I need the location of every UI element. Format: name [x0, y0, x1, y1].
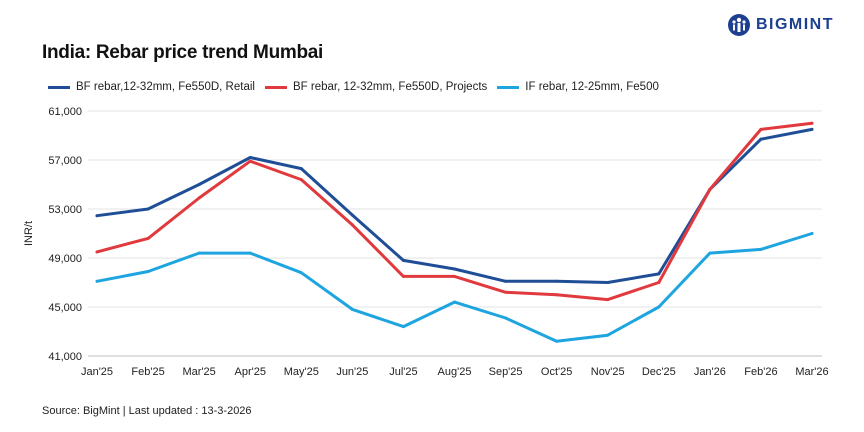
data-point — [555, 279, 559, 283]
x-tick-label: Aug'25 — [438, 366, 472, 378]
chart-legend: BF rebar,12-32mm, Fe550D, Retail BF reba… — [48, 81, 659, 93]
data-point — [657, 305, 661, 309]
data-point — [146, 269, 150, 273]
x-tick-label: Oct'25 — [541, 366, 572, 378]
legend-item-projects[interactable]: BF rebar, 12-32mm, Fe550D, Projects — [264, 81, 488, 93]
data-point — [248, 251, 252, 255]
y-tick-label: 49,000 — [48, 253, 82, 265]
legend-swatch — [48, 85, 70, 89]
y-axis-ticks: 41,000 45,000 49,000 53,000 57,000 61,000 — [48, 106, 82, 363]
data-point — [555, 293, 559, 297]
data-point — [504, 279, 508, 283]
x-tick-label: Feb'25 — [131, 366, 164, 378]
x-tick-label: Nov'25 — [591, 366, 625, 378]
x-tick-label: Jul'25 — [389, 366, 417, 378]
data-point — [248, 156, 252, 160]
data-point — [197, 251, 201, 255]
data-point — [350, 213, 354, 217]
bigmint-logo-icon — [727, 14, 750, 36]
legend-item-retail[interactable]: BF rebar,12-32mm, Fe550D, Retail — [48, 81, 255, 93]
data-point — [759, 137, 763, 141]
data-point — [299, 178, 303, 182]
y-tick-label: 61,000 — [48, 106, 82, 118]
x-tick-label: Jun'25 — [336, 366, 368, 378]
y-tick-label: 53,000 — [48, 204, 82, 216]
x-tick-label: Feb'26 — [744, 366, 777, 378]
x-tick-label: Jan'26 — [694, 366, 726, 378]
data-point — [299, 167, 303, 171]
x-axis-ticks: Jan'25 Feb'25 Mar'25 Apr'25 May'25 Jun'25 Jul'… — [81, 366, 829, 378]
data-point — [810, 127, 814, 131]
data-point — [95, 279, 99, 283]
data-point — [810, 121, 814, 125]
data-point — [453, 274, 456, 278]
data-point — [453, 300, 456, 304]
y-axis-label: INR/t — [23, 221, 35, 246]
x-tick-label: May'25 — [284, 366, 319, 378]
data-point — [555, 339, 559, 343]
legend-label: BF rebar, 12-32mm, Fe550D, Projects — [292, 81, 488, 93]
source-note: Source: BigMint | Last updated : 13-3-20… — [42, 405, 252, 417]
data-point — [708, 251, 712, 255]
legend-swatch — [497, 85, 520, 89]
data-point — [810, 232, 814, 235]
data-point — [350, 223, 354, 227]
x-tick-label: Jan'25 — [81, 366, 113, 378]
brand-logo: BIGMINT — [727, 14, 834, 36]
data-point — [657, 272, 661, 276]
data-point — [759, 247, 763, 251]
x-tick-label: Sep'25 — [489, 366, 523, 378]
data-point — [401, 274, 405, 278]
data-point — [350, 307, 354, 311]
logo-text: BIGMINT — [755, 16, 834, 33]
data-point — [606, 281, 610, 284]
x-tick-label: Apr'25 — [234, 366, 265, 378]
data-point — [504, 290, 508, 294]
legend-item-if-rebar[interactable]: IF rebar, 12-25mm, Fe500 — [497, 81, 659, 93]
x-tick-label: Mar'26 — [795, 366, 828, 378]
chart-title: India: Rebar price trend Mumbai — [42, 42, 324, 63]
data-point — [401, 325, 405, 329]
data-point — [657, 281, 661, 284]
legend-label: BF rebar,12-32mm, Fe550D, Retail — [76, 81, 255, 93]
data-point — [248, 159, 252, 163]
data-point — [95, 250, 99, 254]
data-point — [197, 196, 201, 200]
data-point — [606, 298, 610, 302]
series-lines — [95, 121, 814, 343]
y-tick-label: 41,000 — [48, 351, 82, 363]
data-point — [606, 333, 610, 337]
data-point — [453, 267, 456, 271]
data-point — [759, 127, 763, 131]
data-point — [95, 214, 99, 218]
data-point — [504, 316, 508, 320]
y-tick-label: 57,000 — [48, 155, 82, 167]
data-point — [708, 187, 712, 191]
x-tick-label: Dec'25 — [642, 366, 676, 378]
legend-swatch — [264, 85, 287, 89]
y-tick-label: 45,000 — [48, 302, 82, 314]
data-point — [197, 183, 201, 186]
series-line-2 — [95, 232, 814, 343]
data-point — [146, 236, 150, 240]
data-point — [401, 258, 405, 262]
x-tick-label: Mar'25 — [183, 366, 216, 378]
data-point — [299, 271, 303, 275]
series-line-1 — [95, 121, 814, 302]
legend-label: IF rebar, 12-25mm, Fe500 — [525, 81, 659, 93]
gridlines — [88, 110, 822, 357]
data-point — [146, 207, 150, 211]
